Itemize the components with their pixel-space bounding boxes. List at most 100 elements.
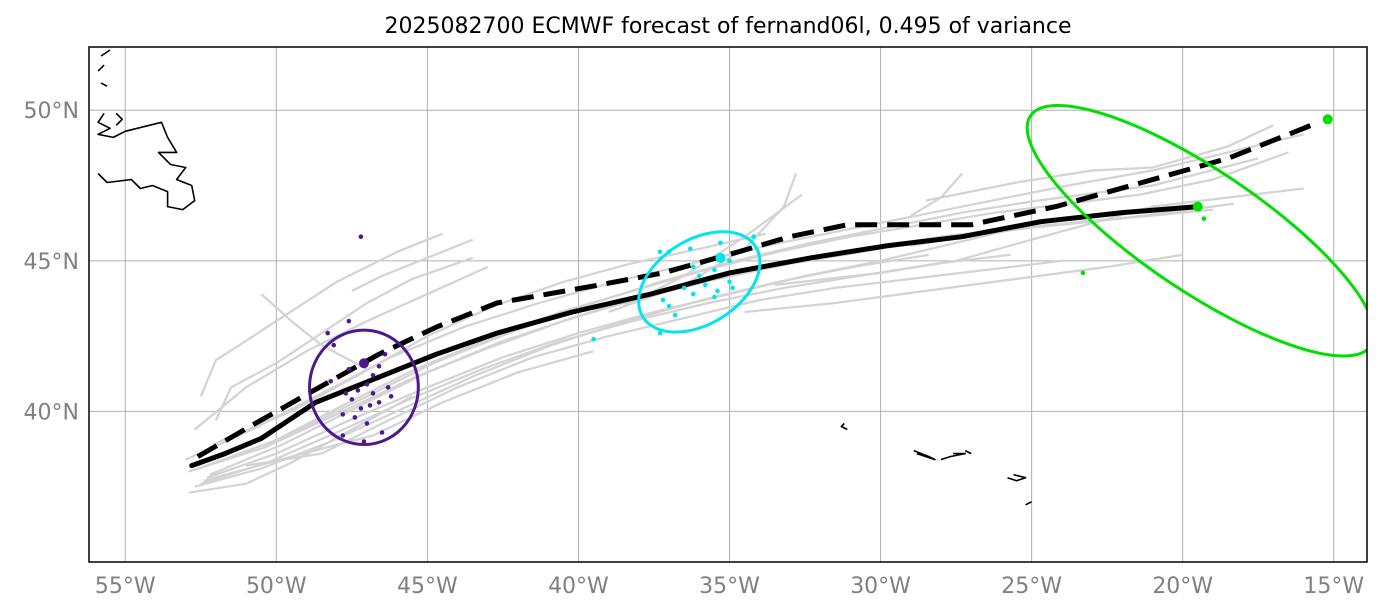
cluster-point-cyan [657, 330, 663, 336]
cluster-center-purple [358, 358, 369, 369]
cluster-point-cyan [703, 282, 708, 288]
cluster-point-cyan [715, 288, 720, 294]
ensemble-track [351, 238, 474, 292]
cluster-point-purple [376, 400, 382, 405]
plot-frame [88, 46, 1368, 563]
cluster-point-cyan [687, 246, 693, 252]
cluster-center-green [1322, 114, 1333, 125]
cluster-point-cyan [681, 285, 687, 291]
coastline [1025, 501, 1032, 506]
cluster-ellipse-cyan [637, 230, 762, 334]
ensemble-track [910, 172, 963, 217]
cluster-point-cyan [672, 312, 678, 318]
coastline [115, 112, 123, 126]
coastline [97, 112, 196, 211]
lon-tick-label: 15°W [1303, 574, 1364, 599]
mean-track-dashed [196, 119, 1320, 459]
ensemble-track [260, 293, 368, 371]
cluster-point-cyan [751, 234, 756, 240]
lon-tick-label: 35°W [699, 574, 760, 599]
cluster-point-cyan [666, 303, 672, 309]
gridlines [89, 47, 1367, 562]
ensemble-track [744, 253, 1183, 314]
coastline [1007, 473, 1027, 482]
ensemble-track [188, 395, 413, 494]
coastline [97, 64, 105, 72]
lon-tick-label: 40°W [548, 574, 609, 599]
cluster-point-purple [340, 433, 346, 438]
cluster-point-purple [370, 372, 376, 378]
cluster-ellipse-purple [308, 328, 420, 447]
ensemble-tracks [185, 124, 1304, 494]
cluster-point-cyan [657, 249, 663, 255]
cluster-point-cyan [718, 240, 723, 246]
cluster-point-green [1201, 216, 1207, 221]
ensemble-track [774, 187, 1304, 286]
cluster-point-purple [355, 388, 361, 393]
coastline [100, 82, 108, 87]
cluster-point-purple [382, 351, 388, 357]
cluster-point-purple [367, 403, 373, 408]
coastline [100, 49, 111, 57]
coastline [840, 422, 848, 431]
coastlines [97, 49, 1032, 506]
chart-title: 2025082700 ECMWF forecast of fernand06l,… [384, 14, 1071, 39]
ensemble-track [197, 151, 1289, 470]
cluster-point-cyan [712, 267, 717, 273]
cluster-point-cyan [727, 258, 732, 264]
ensemble-track [214, 256, 474, 421]
cluster-point-purple [331, 342, 337, 348]
ensemble-track [199, 232, 443, 397]
coastline [940, 452, 967, 461]
lon-tick-label: 50°W [246, 574, 307, 599]
ensemble-track [209, 208, 1214, 476]
ensemble-track [925, 124, 1274, 202]
lon-tick-label: 30°W [850, 574, 911, 599]
lon-tick-label: 55°W [95, 574, 156, 599]
ensemble-track [206, 223, 1032, 479]
cluster-point-cyan [730, 285, 735, 291]
cluster-track-end-green [1192, 201, 1203, 212]
cluster-point-green [1080, 270, 1086, 276]
cluster-point-purple [376, 363, 382, 369]
lon-tick-label: 25°W [1001, 574, 1062, 599]
ensemble-track [245, 259, 1063, 467]
coastline [913, 449, 936, 461]
cluster-point-cyan [690, 291, 696, 297]
ensemble-track [194, 253, 930, 488]
cluster-point-purple [346, 318, 352, 324]
lat-tick-label: 45°N [24, 250, 79, 275]
cluster-point-purple [328, 378, 334, 384]
coastline [964, 449, 972, 455]
axis-ticks: 55°W 50°W 45°W 40°W 35°W 30°W 25°W 20°W 15°W 40°N… [24, 99, 1365, 599]
cluster-point-purple [352, 415, 358, 420]
cluster-center-cyan [715, 252, 726, 263]
plot-area [97, 49, 1367, 506]
cluster-point-cyan [660, 297, 666, 303]
cluster-point-purple [388, 394, 394, 399]
cluster-point-purple [379, 430, 385, 435]
lat-tick-label: 40°N [24, 400, 79, 425]
cluster-ellipse-green [1025, 103, 1367, 358]
cluster-point-purple [364, 382, 370, 387]
cluster-point-purple [361, 439, 367, 444]
lat-tick-label: 50°N [24, 99, 79, 124]
deterministic-track [189, 204, 1201, 469]
lon-tick-label: 20°W [1152, 574, 1213, 599]
cluster-point-purple [349, 397, 355, 402]
cluster-point-purple [343, 391, 349, 396]
cluster-point-cyan [727, 279, 732, 285]
cluster-point-purple [340, 412, 346, 417]
cluster-markers [308, 103, 1367, 447]
cluster-point-purple [358, 406, 364, 411]
cluster-point-purple [370, 391, 376, 396]
cluster-point-cyan [666, 249, 672, 255]
cluster-point-cyan [712, 294, 717, 300]
cluster-point-cyan [690, 264, 696, 270]
cluster-point-purple [385, 385, 391, 390]
main-tracks [189, 119, 1320, 469]
cluster-point-purple [358, 234, 364, 240]
lon-tick-label: 45°W [397, 574, 458, 599]
cluster-point-purple [364, 421, 370, 426]
